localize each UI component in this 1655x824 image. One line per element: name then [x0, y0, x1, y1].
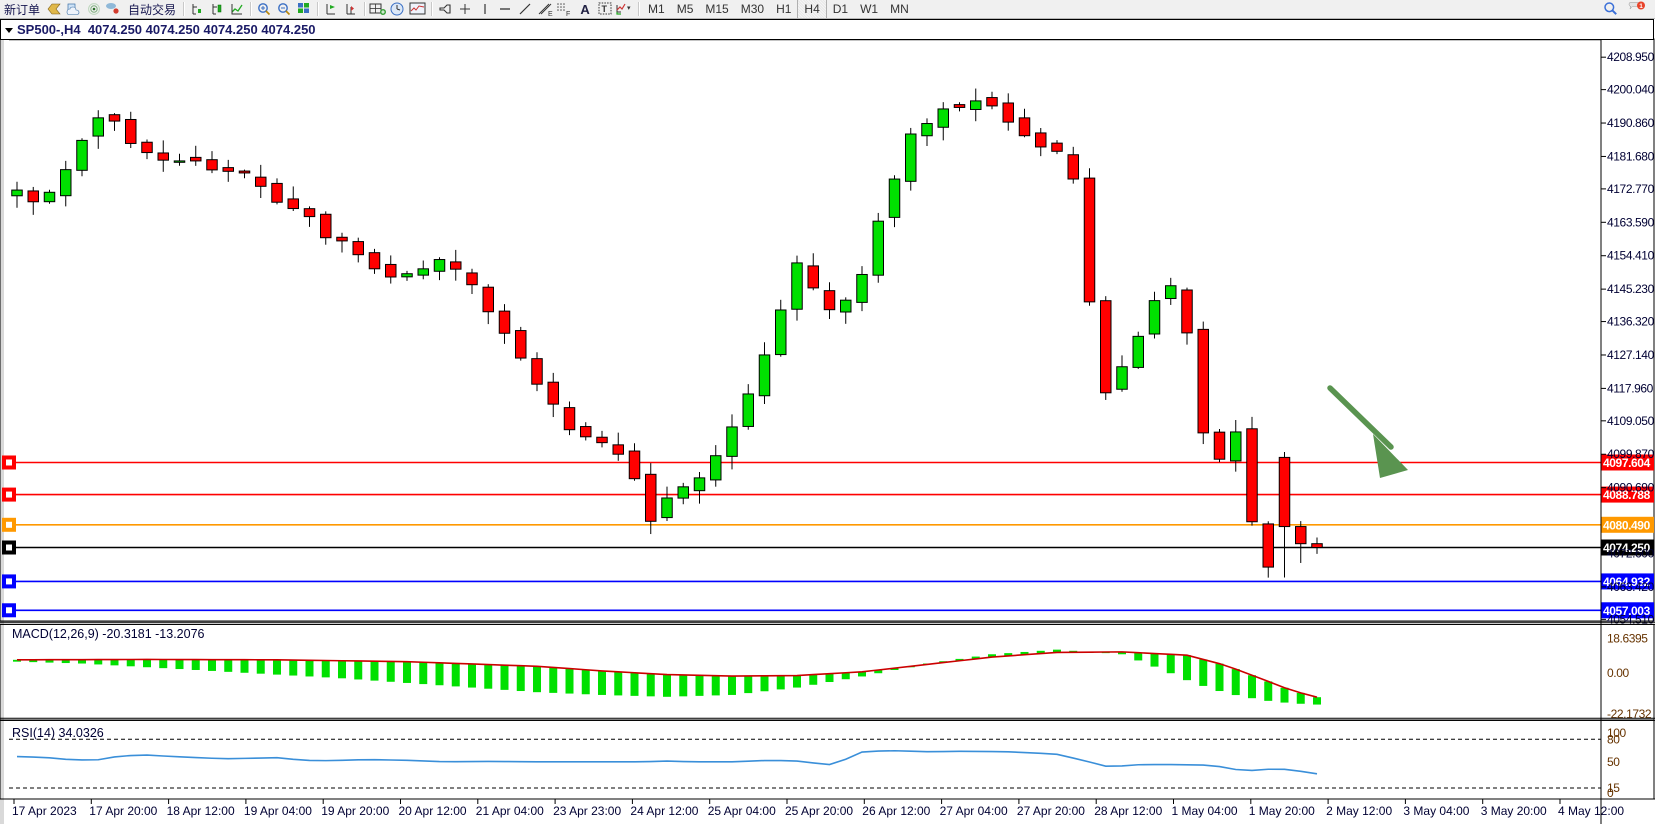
svg-text:4208.950: 4208.950	[1607, 50, 1655, 64]
svg-text:F: F	[566, 11, 570, 17]
svg-text:4099.870: 4099.870	[1607, 447, 1655, 461]
svg-text:24 Apr 12:00: 24 Apr 12:00	[630, 804, 698, 818]
svg-text:50: 50	[1607, 755, 1620, 769]
svg-text:1 May 20:00: 1 May 20:00	[1249, 804, 1315, 818]
svg-text:4136.320: 4136.320	[1607, 315, 1655, 329]
svg-text:4181.680: 4181.680	[1607, 149, 1655, 163]
svg-text:3 May 04:00: 3 May 04:00	[1403, 804, 1469, 818]
svg-text:▾: ▾	[627, 5, 631, 12]
svg-text:4080.490: 4080.490	[1603, 518, 1651, 532]
svg-text:19 Apr 20:00: 19 Apr 20:00	[321, 804, 389, 818]
svg-text:21 Apr 04:00: 21 Apr 04:00	[476, 804, 544, 818]
svg-text:4063.420: 4063.420	[1607, 580, 1655, 594]
svg-text:4109.050: 4109.050	[1607, 414, 1655, 428]
svg-text:MACD(12,26,9) -20.3181 -13.207: MACD(12,26,9) -20.3181 -13.2076	[12, 627, 205, 641]
svg-text:28 Apr 12:00: 28 Apr 12:00	[1094, 804, 1162, 818]
svg-text:E: E	[548, 11, 553, 17]
svg-text:4154.410: 4154.410	[1607, 249, 1655, 263]
svg-text:26 Apr 12:00: 26 Apr 12:00	[862, 804, 930, 818]
svg-text:2 May 12:00: 2 May 12:00	[1326, 804, 1392, 818]
svg-text:25 Apr 20:00: 25 Apr 20:00	[785, 804, 853, 818]
svg-text:4145.230: 4145.230	[1607, 282, 1655, 296]
svg-text:17 Apr 20:00: 17 Apr 20:00	[89, 804, 157, 818]
svg-text:4072.600: 4072.600	[1607, 547, 1655, 561]
svg-text:4163.590: 4163.590	[1607, 215, 1655, 229]
svg-text:25 Apr 04:00: 25 Apr 04:00	[708, 804, 776, 818]
svg-text:80: 80	[1607, 732, 1620, 746]
svg-text:18 Apr 12:00: 18 Apr 12:00	[167, 804, 235, 818]
svg-text:1: 1	[1639, 3, 1643, 10]
svg-text:RSI(14) 34.0326: RSI(14) 34.0326	[12, 726, 104, 740]
svg-text:4172.770: 4172.770	[1607, 182, 1655, 196]
svg-text:3 May 20:00: 3 May 20:00	[1481, 804, 1547, 818]
svg-text:19 Apr 04:00: 19 Apr 04:00	[244, 804, 312, 818]
svg-text:27 Apr 20:00: 27 Apr 20:00	[1017, 804, 1085, 818]
svg-text:17 Apr 2023: 17 Apr 2023	[12, 804, 77, 818]
svg-text:23 Apr 23:00: 23 Apr 23:00	[553, 804, 621, 818]
svg-text:4200.040: 4200.040	[1607, 83, 1655, 97]
svg-text:0.00: 0.00	[1607, 666, 1629, 680]
svg-text:4190.860: 4190.860	[1607, 116, 1655, 130]
svg-text:4 May 12:00: 4 May 12:00	[1558, 804, 1624, 818]
svg-text:18.6395: 18.6395	[1607, 631, 1648, 645]
svg-text:4127.140: 4127.140	[1607, 348, 1655, 362]
svg-text:4117.960: 4117.960	[1607, 381, 1654, 395]
svg-text:T: T	[602, 4, 608, 14]
svg-text:27 Apr 04:00: 27 Apr 04:00	[940, 804, 1008, 818]
svg-text:1 May 04:00: 1 May 04:00	[1172, 804, 1238, 818]
svg-text:4090.690: 4090.690	[1607, 481, 1655, 495]
svg-text:20 Apr 12:00: 20 Apr 12:00	[399, 804, 467, 818]
svg-text:0: 0	[1607, 786, 1614, 800]
